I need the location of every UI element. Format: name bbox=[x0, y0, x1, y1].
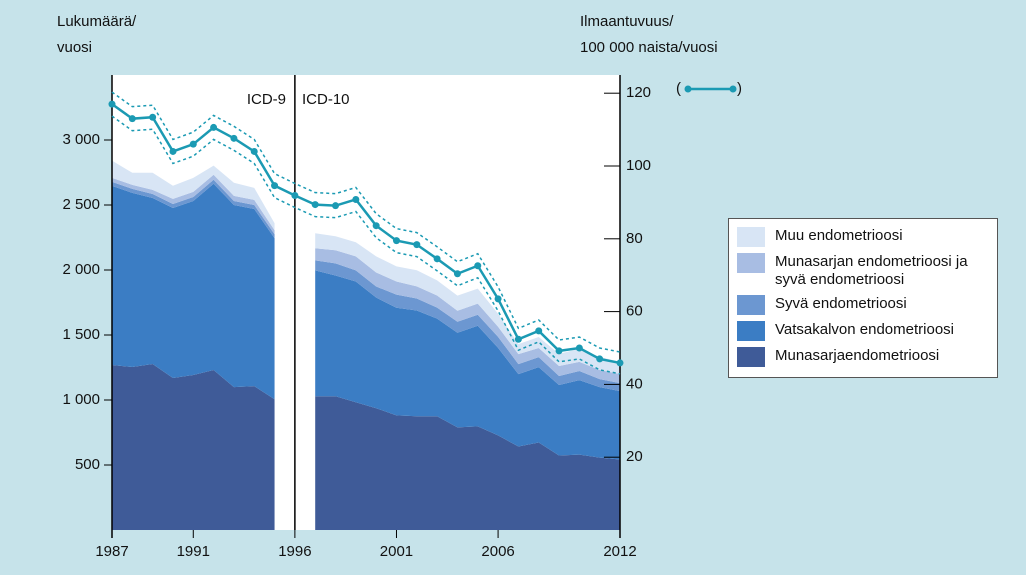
line-point bbox=[230, 134, 238, 142]
x-tick-label: 2012 bbox=[603, 543, 636, 560]
line-point bbox=[494, 295, 502, 303]
x-tick-label: 1987 bbox=[95, 543, 128, 560]
legend-swatch bbox=[737, 321, 765, 341]
x-tick-label: 1991 bbox=[177, 543, 210, 560]
legend-item: Syvä endometrioosi bbox=[737, 295, 989, 315]
area bbox=[315, 248, 620, 384]
line-point bbox=[311, 201, 319, 209]
legend-label: Syvä endometrioosi bbox=[775, 295, 907, 312]
legend: Muu endometrioosi Munasarjan endometrioos… bbox=[728, 218, 998, 378]
line-point bbox=[271, 182, 279, 190]
y2-tick-label: 40 bbox=[626, 375, 643, 392]
area bbox=[112, 179, 275, 239]
area bbox=[315, 396, 620, 530]
area bbox=[315, 260, 620, 392]
area bbox=[112, 160, 275, 231]
ci-upper bbox=[111, 91, 621, 353]
line-point bbox=[575, 344, 583, 352]
line-legend: ( bbox=[676, 80, 681, 97]
line-point bbox=[596, 355, 604, 363]
line-point bbox=[149, 113, 157, 121]
x-tick-label: 2006 bbox=[481, 543, 514, 560]
line bbox=[111, 103, 621, 365]
legend-swatch bbox=[737, 227, 765, 247]
area bbox=[315, 270, 620, 460]
legend-item: Munasarjaendometrioosi bbox=[737, 347, 989, 367]
line-point bbox=[616, 359, 624, 367]
line-point bbox=[250, 147, 258, 155]
line-point bbox=[372, 222, 380, 230]
line-point bbox=[169, 147, 177, 155]
area bbox=[112, 183, 275, 400]
line-point bbox=[291, 191, 299, 199]
line-point bbox=[189, 140, 197, 148]
annotation: ICD-10 bbox=[302, 91, 350, 108]
y2-tick-label: 100 bbox=[626, 157, 651, 174]
ci-lower bbox=[111, 115, 621, 375]
legend-swatch bbox=[737, 295, 765, 315]
y2-label: 100 000 naista/vuosi bbox=[580, 39, 718, 56]
line-point bbox=[413, 241, 421, 249]
line-point bbox=[210, 123, 218, 131]
y-tick-label: 3 000 bbox=[62, 131, 100, 148]
y2-tick-label: 120 bbox=[626, 84, 651, 101]
legend-swatch bbox=[737, 253, 765, 273]
legend-item: Vatsakalvon endometrioosi bbox=[737, 321, 989, 341]
legend-label: Munasarjaendometrioosi bbox=[775, 347, 940, 364]
y-tick-label: 2 000 bbox=[62, 261, 100, 278]
y2-tick-label: 80 bbox=[626, 230, 643, 247]
annotation: ICD-9 bbox=[247, 91, 286, 108]
line-legend-dot bbox=[729, 85, 737, 93]
line-legend-dot bbox=[684, 85, 692, 93]
line-point bbox=[352, 195, 360, 203]
y-label: vuosi bbox=[57, 39, 92, 56]
legend-item: Muu endometrioosi bbox=[737, 227, 989, 247]
line-point bbox=[128, 115, 136, 123]
legend-label: Munasarjan endometrioosi ja syvä endomet… bbox=[775, 253, 968, 288]
line-point bbox=[453, 270, 461, 278]
legend-label: Muu endometrioosi bbox=[775, 227, 903, 244]
line-point bbox=[474, 262, 482, 270]
line-point bbox=[108, 100, 116, 108]
line-point bbox=[514, 335, 522, 343]
legend-label: Vatsakalvon endometrioosi bbox=[775, 321, 954, 338]
y-tick-label: 500 bbox=[75, 456, 100, 473]
y-tick-label: 2 500 bbox=[62, 196, 100, 213]
area bbox=[112, 363, 275, 530]
y2-label: Ilmaantuvuus/ bbox=[580, 13, 674, 30]
line-legend: ) bbox=[737, 80, 742, 97]
y-label: Lukumäärä/ bbox=[57, 13, 137, 30]
area bbox=[315, 233, 620, 374]
legend-swatch bbox=[737, 347, 765, 367]
y-tick-label: 1 000 bbox=[62, 391, 100, 408]
line-point bbox=[332, 202, 340, 210]
y-tick-label: 1 500 bbox=[62, 326, 100, 343]
x-tick-label: 1996 bbox=[278, 543, 311, 560]
line-point bbox=[555, 347, 563, 355]
line-point bbox=[535, 327, 543, 335]
y2-tick-label: 60 bbox=[626, 303, 643, 320]
legend-item: Munasarjan endometrioosi ja syvä endomet… bbox=[737, 253, 989, 289]
y2-tick-label: 20 bbox=[626, 448, 643, 465]
x-tick-label: 2001 bbox=[380, 543, 413, 560]
line-point bbox=[433, 255, 441, 263]
line-point bbox=[392, 237, 400, 245]
